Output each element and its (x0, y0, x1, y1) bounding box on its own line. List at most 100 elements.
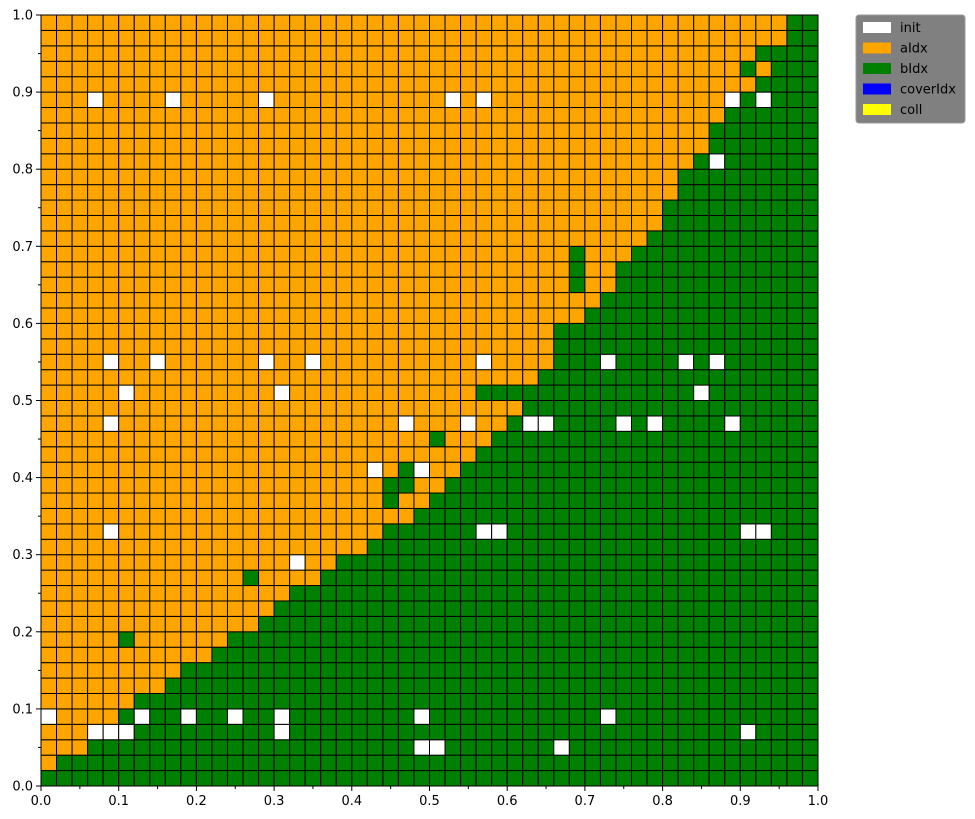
cell-aidx (553, 153, 570, 170)
cell-aidx (335, 91, 353, 109)
cell-aidx (568, 137, 586, 155)
cell-aidx (226, 153, 244, 170)
cell-bidx (677, 276, 695, 294)
cell-bidx (631, 615, 648, 633)
cell-aidx (195, 45, 213, 62)
cell-bidx (801, 122, 819, 139)
cell-aidx (568, 307, 586, 324)
cell-aidx (242, 76, 260, 93)
cell-aidx (149, 261, 166, 278)
cell-aidx (320, 353, 337, 371)
cell-aidx (506, 153, 524, 170)
cell-bidx (755, 507, 772, 525)
cell-aidx (724, 76, 741, 93)
cell-aidx (584, 76, 601, 93)
cell-bidx (460, 631, 477, 648)
cell-aidx (351, 538, 368, 556)
cell-aidx (118, 292, 135, 309)
cell-aidx (164, 461, 182, 479)
cell-bidx (739, 137, 757, 155)
cell-aidx (273, 45, 291, 62)
cell-bidx (786, 107, 803, 124)
cell-aidx (211, 569, 228, 587)
cell-bidx (801, 723, 819, 741)
cell-aidx (335, 214, 353, 232)
cell-bidx (662, 723, 679, 741)
cell-aidx (599, 107, 617, 124)
cell-bidx (397, 662, 415, 679)
cell-bidx (724, 723, 741, 741)
cell-bidx (724, 662, 741, 679)
cell-bidx (708, 322, 726, 340)
cell-bidx (71, 754, 89, 772)
cell-bidx (242, 631, 260, 648)
cell-aidx (149, 153, 166, 170)
cell-bidx (646, 384, 664, 401)
cell-aidx (273, 199, 291, 216)
cell-aidx (149, 29, 166, 47)
cell-aidx (242, 400, 260, 417)
cell-aidx (149, 415, 166, 432)
cell-bidx (491, 631, 508, 648)
cell-aidx (40, 338, 58, 355)
cell-bidx (801, 137, 819, 155)
cell-aidx (242, 523, 260, 540)
cell-aidx (460, 261, 477, 278)
cell-bidx (568, 708, 586, 725)
cell-bidx (553, 585, 570, 602)
cell-bidx (708, 261, 726, 278)
cell-bidx (584, 662, 601, 679)
cell-bidx (739, 585, 757, 602)
cell-bidx (646, 739, 664, 756)
cell-bidx (149, 754, 166, 772)
cell-bidx (382, 739, 399, 756)
cell-bidx (304, 585, 322, 602)
cell-aidx (475, 60, 493, 78)
cell-bidx (662, 677, 679, 694)
cell-bidx (522, 631, 539, 648)
cell-aidx (366, 14, 384, 31)
cell-bidx (397, 739, 415, 756)
cell-bidx (273, 754, 291, 772)
cell-bidx (273, 631, 291, 648)
cell-aidx (335, 461, 353, 479)
cell-aidx (211, 245, 228, 263)
cell-bidx (615, 338, 633, 355)
cell-aidx (226, 338, 244, 355)
cell-bidx (801, 60, 819, 78)
cell-bidx (755, 322, 772, 340)
cell-bidx (708, 708, 726, 725)
cell-aidx (40, 430, 58, 448)
cell-aidx (133, 245, 151, 263)
cell-aidx (102, 60, 120, 78)
cell-bidx (786, 585, 803, 602)
cell-aidx (522, 91, 539, 109)
cell-bidx (801, 29, 819, 47)
cell-aidx (164, 29, 182, 47)
cell-aidx (164, 137, 182, 155)
cell-aidx (242, 430, 260, 448)
cell-bidx (615, 477, 633, 494)
cell-bidx (755, 276, 772, 294)
cell-aidx (56, 29, 73, 47)
cell-aidx (118, 14, 135, 31)
cell-bidx (460, 754, 477, 772)
cell-bidx (304, 600, 322, 617)
cell-aidx (631, 199, 648, 216)
cell-bidx (770, 585, 788, 602)
cell-bidx (801, 76, 819, 93)
cell-bidx (801, 492, 819, 509)
cell-aidx (289, 245, 306, 263)
cell-bidx (708, 662, 726, 679)
cell-aidx (755, 29, 772, 47)
cell-bidx (724, 677, 741, 694)
cell-bidx (662, 292, 679, 309)
cell-bidx (553, 538, 570, 556)
cell-aidx (118, 492, 135, 509)
cell-aidx (149, 307, 166, 324)
cell-aidx (289, 507, 306, 525)
cell-aidx (491, 230, 508, 247)
cell-aidx (460, 338, 477, 355)
cell-aidx (522, 292, 539, 309)
cell-aidx (553, 261, 570, 278)
